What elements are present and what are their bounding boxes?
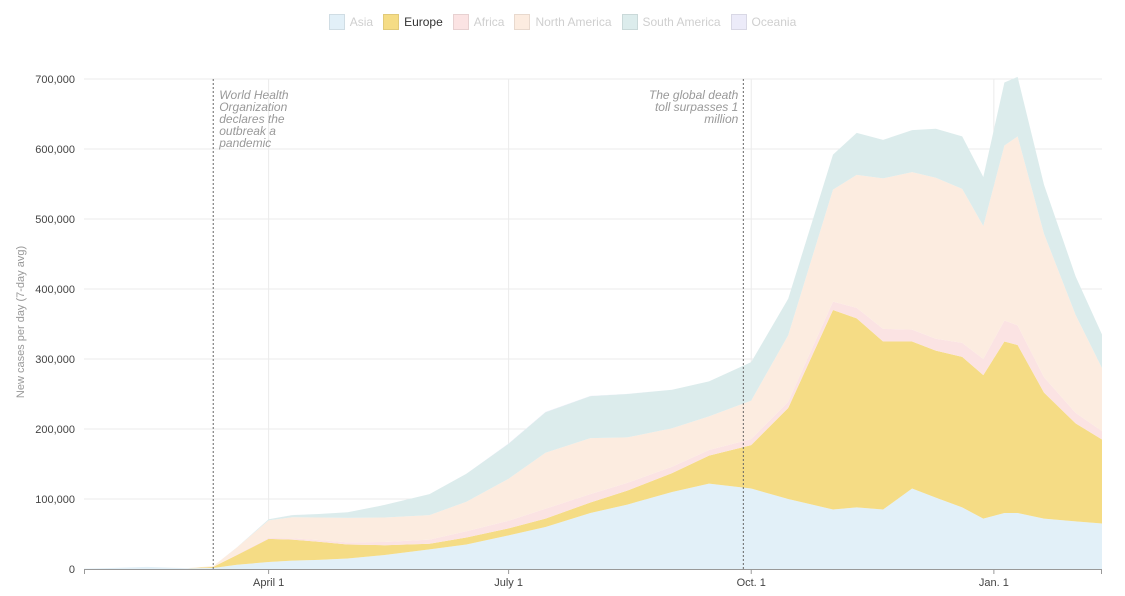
- legend-item-africa[interactable]: Africa: [452, 14, 505, 30]
- legend-swatch: [514, 14, 531, 30]
- legend-swatch: [730, 14, 747, 30]
- area-asia: [84, 483, 1102, 569]
- legend-item-south-america[interactable]: South America: [621, 14, 721, 30]
- annotation-text: toll surpasses 1: [655, 100, 738, 114]
- y-tick-label: 700,000: [35, 74, 75, 86]
- x-tick-label: Oct. 1: [737, 577, 766, 589]
- x-tick-label: July 1: [494, 577, 523, 589]
- legend-swatch: [621, 14, 638, 30]
- legend-item-asia[interactable]: Asia: [328, 14, 374, 30]
- y-tick-label: 400,000: [35, 284, 75, 296]
- chart-legend: Asia Europe Africa North America South Ameri…: [0, 14, 1125, 30]
- legend-item-oceania[interactable]: Oceania: [730, 14, 797, 30]
- legend-label: Africa: [473, 15, 505, 29]
- legend-label: South America: [642, 15, 721, 29]
- x-tick-label: Jan. 1: [979, 577, 1009, 589]
- legend-item-europe[interactable]: Europe: [383, 14, 443, 30]
- annotation-text: The global death: [649, 88, 739, 102]
- legend-swatch: [452, 14, 469, 30]
- annotation-text: World Health: [219, 88, 289, 102]
- annotation-text: pandemic: [218, 136, 271, 150]
- y-tick-label: 300,000: [35, 354, 75, 366]
- legend-label: Europe: [404, 15, 443, 29]
- area-south-america: [84, 76, 1102, 569]
- y-tick-label: 200,000: [35, 424, 75, 436]
- y-tick-label: 0: [69, 564, 75, 576]
- legend-label: North America: [535, 15, 612, 29]
- annotation-text: declares the: [219, 112, 285, 126]
- legend-label: Asia: [349, 15, 374, 29]
- annotation-text: Organization: [219, 100, 287, 114]
- y-axis-title: New cases per day (7-day avg): [15, 246, 27, 398]
- legend-label: Oceania: [751, 15, 797, 29]
- area-layers: [84, 76, 1102, 569]
- y-tick-label: 600,000: [35, 144, 75, 156]
- annotation-text: million: [704, 112, 738, 126]
- annotation-text: outbreak a: [219, 124, 276, 138]
- area-europe: [84, 310, 1102, 569]
- y-tick-label: 100,000: [35, 494, 75, 506]
- area-north-america: [84, 136, 1102, 569]
- legend-swatch: [328, 14, 345, 30]
- y-tick-label: 500,000: [35, 214, 75, 226]
- x-tick-label: April 1: [253, 577, 284, 589]
- area-africa: [84, 301, 1102, 569]
- legend-item-north-america[interactable]: North America: [514, 14, 612, 30]
- legend-swatch: [383, 14, 400, 30]
